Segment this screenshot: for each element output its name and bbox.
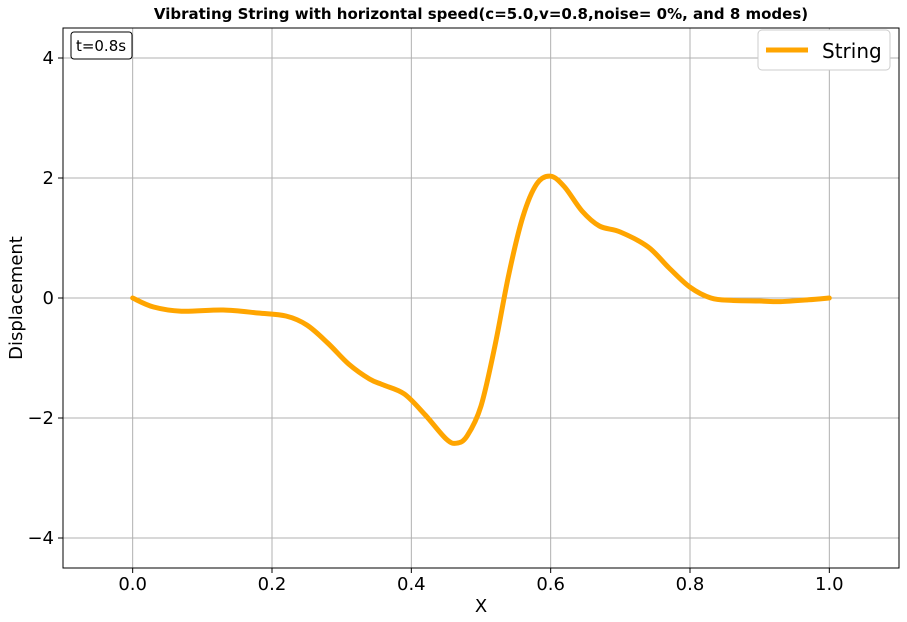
y-tick-label: 0: [43, 288, 54, 309]
x-axis-label: X: [475, 596, 487, 617]
y-axis-label: Displacement: [6, 236, 27, 360]
line-layer: [130, 173, 832, 446]
ticks: 0.0 0.2 0.4 0.6 0.8 1.0 4 2 0 −2 −4: [27, 48, 843, 595]
y-tick-label: −4: [27, 528, 54, 549]
x-tick-label: 0.0: [118, 574, 147, 595]
legend-box: [757, 29, 891, 71]
time-annotation-box: [70, 31, 133, 60]
y-tick-label: 4: [43, 48, 54, 69]
chart-title: Vibrating String with horizontal speed(c…: [154, 5, 808, 23]
legend: String: [757, 29, 891, 71]
time-annotation: t=0.8s: [70, 31, 133, 60]
x-tick-label: 0.4: [397, 574, 426, 595]
x-tick-label: 0.8: [676, 574, 705, 595]
series-line-string: [130, 173, 832, 446]
y-tick-label: 2: [43, 168, 54, 189]
y-tick-label: −2: [27, 408, 54, 429]
x-tick-label: 0.2: [258, 574, 287, 595]
x-tick-label: 1.0: [815, 574, 844, 595]
legend-label-string: String: [822, 39, 882, 63]
time-annotation-text: t=0.8s: [76, 37, 126, 55]
x-tick-label: 0.6: [536, 574, 565, 595]
